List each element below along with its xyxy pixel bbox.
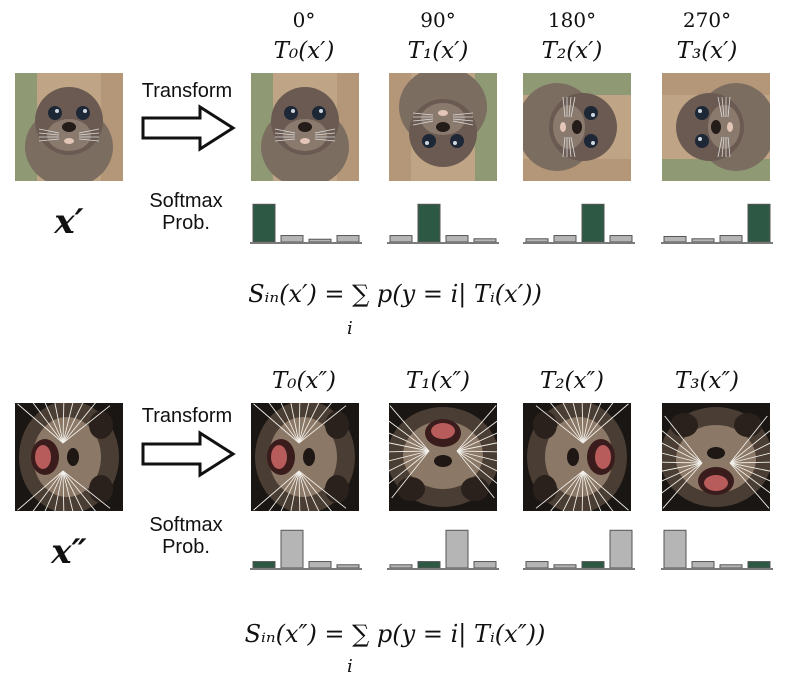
angle-label-270: 270° xyxy=(682,8,732,32)
softmax-chart-r2-1 xyxy=(387,518,501,572)
t-label-r1-0: T₀(x′) xyxy=(273,38,335,64)
softmax-bar-3 xyxy=(473,238,497,243)
softmax-bar-3 xyxy=(609,529,633,569)
softmax-bar-0 xyxy=(252,203,276,243)
softmax-bar-3 xyxy=(747,203,771,243)
formula-r1: Sᵢₙ(x′) = ∑ p(y = i| Tᵢ(x′)) xyxy=(248,280,542,308)
softmax-label-2-line2: Prob. xyxy=(162,536,210,558)
softmax-label-2-line1: Softmax xyxy=(149,514,223,536)
sum-index-r1: i xyxy=(347,318,353,339)
input-label-x-double-prime: x″ xyxy=(51,532,87,572)
transformed-image-r1-2 xyxy=(523,73,631,181)
softmax-bar-0 xyxy=(663,529,687,569)
softmax-chart-r2-0 xyxy=(250,518,364,572)
softmax-bar-3 xyxy=(609,235,633,243)
transformed-image-r1-0 xyxy=(251,73,359,181)
softmax-bar-1 xyxy=(691,561,715,569)
softmax-bar-1 xyxy=(553,235,577,243)
softmax-chart-svg xyxy=(661,529,773,570)
t-label-r1-1: T₁(x′) xyxy=(407,38,469,64)
transformed-image-r2-3 xyxy=(662,403,770,511)
softmax-chart-svg xyxy=(387,203,499,244)
formula-r2: Sᵢₙ(x″) = ∑ p(y = i| Tᵢ(x″)) xyxy=(244,620,546,648)
t-label-r2-2: T₂(x″) xyxy=(539,368,605,394)
softmax-bar-0 xyxy=(252,561,276,569)
softmax-bar-1 xyxy=(280,235,304,243)
t-label-r2-1: T₁(x″) xyxy=(405,368,471,394)
softmax-bar-0 xyxy=(389,235,413,243)
transformed-image-r2-0 xyxy=(251,403,359,511)
softmax-chart-svg xyxy=(523,529,635,570)
softmax-bar-3 xyxy=(336,235,360,243)
softmax-chart-r1-2 xyxy=(523,192,637,246)
transformed-image-r1-3 xyxy=(662,73,770,181)
softmax-chart-r1-3 xyxy=(661,192,775,246)
softmax-bar-2 xyxy=(581,203,605,243)
softmax-chart-r2-2 xyxy=(523,518,637,572)
softmax-chart-svg xyxy=(250,529,362,570)
angle-label-0: 0° xyxy=(292,8,316,32)
softmax-bar-0 xyxy=(525,561,549,569)
angle-label-180: 180° xyxy=(547,8,597,32)
sum-index-r2: i xyxy=(347,656,353,677)
softmax-bar-3 xyxy=(336,564,360,569)
softmax-chart-r1-1 xyxy=(387,192,501,246)
transform-arrow-1 xyxy=(140,104,236,156)
softmax-label-1: Softmax Prob. xyxy=(130,190,242,234)
softmax-bar-2 xyxy=(719,235,743,243)
softmax-label-1-line1: Softmax xyxy=(149,190,223,212)
input-image-x-double-prime xyxy=(15,403,123,511)
softmax-bar-1 xyxy=(553,564,577,569)
angle-label-90: 90° xyxy=(420,8,456,32)
softmax-bar-1 xyxy=(417,203,441,243)
softmax-bar-1 xyxy=(280,529,304,569)
softmax-chart-svg xyxy=(661,203,773,244)
softmax-bar-2 xyxy=(445,529,469,569)
t-label-r1-3: T₃(x′) xyxy=(676,38,738,64)
softmax-bar-0 xyxy=(389,564,413,569)
transform-label-2: Transform xyxy=(141,405,233,427)
t-label-r2-0: T₀(x″) xyxy=(271,368,337,394)
softmax-bar-1 xyxy=(691,238,715,243)
softmax-label-1-line2: Prob. xyxy=(162,212,210,234)
softmax-chart-svg xyxy=(523,203,635,244)
t-label-r1-2: T₂(x′) xyxy=(541,38,603,64)
softmax-bar-0 xyxy=(663,235,687,243)
softmax-bar-2 xyxy=(581,561,605,569)
input-image-x-prime xyxy=(15,73,123,181)
transformed-image-r2-1 xyxy=(389,403,497,511)
softmax-chart-svg xyxy=(250,203,362,244)
input-label-x-prime: x′ xyxy=(54,202,84,242)
softmax-bar-2 xyxy=(308,561,332,569)
softmax-bar-3 xyxy=(473,561,497,569)
softmax-chart-r1-0 xyxy=(250,192,364,246)
softmax-bar-3 xyxy=(747,561,771,569)
transformed-image-r1-1 xyxy=(389,73,497,181)
transform-label-1: Transform xyxy=(141,80,233,102)
softmax-bar-2 xyxy=(719,564,743,569)
softmax-bar-0 xyxy=(525,238,549,243)
softmax-bar-2 xyxy=(445,235,469,243)
t-label-r2-3: T₃(x″) xyxy=(674,368,740,394)
transformed-image-r2-2 xyxy=(523,403,631,511)
softmax-bar-2 xyxy=(308,238,332,243)
transform-arrow-2 xyxy=(140,430,236,482)
softmax-chart-r2-3 xyxy=(661,518,775,572)
softmax-label-2: Softmax Prob. xyxy=(130,514,242,558)
softmax-chart-svg xyxy=(387,529,499,570)
softmax-bar-1 xyxy=(417,561,441,569)
